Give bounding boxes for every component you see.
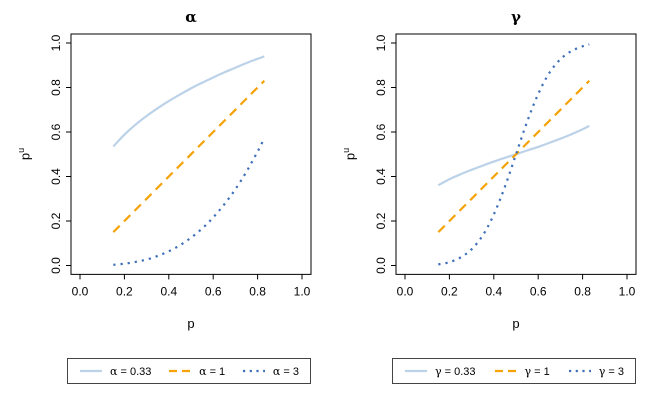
x-axis-label-alpha: p	[187, 316, 195, 331]
series-line-dashed	[112, 79, 266, 233]
y-tick-label: 0.4	[49, 168, 63, 185]
legend-label: α = 3	[272, 364, 299, 378]
legend-item: γ = 0.33	[404, 365, 476, 378]
y-axis-label-alpha: pu	[16, 147, 33, 161]
x-tick-label: 1.0	[294, 284, 311, 298]
y-tick-label: 0.8	[49, 79, 63, 96]
legend-line-sample-solid	[80, 369, 102, 373]
legend-line-sample-solid	[405, 369, 427, 373]
series-line-solid	[112, 55, 265, 148]
legend-alpha: α = 0.33 α = 1 α = 3	[67, 358, 311, 384]
legend-label: γ = 3	[598, 364, 624, 378]
y-tick-label: 1.0	[374, 34, 388, 51]
legend-line-sample-dashed	[494, 369, 517, 373]
legend-line-sample-dashed	[169, 369, 192, 373]
y-tick-label: 0.8	[374, 79, 388, 96]
plot-box	[70, 33, 312, 275]
x-tick-label: 0.4	[485, 284, 502, 298]
x-axis-label-gamma: p	[512, 316, 520, 331]
legend-line-sample-dotted	[242, 369, 265, 373]
y-tick-label: 0.2	[49, 212, 63, 229]
plot-area-alpha: 0.0 0.2 0.4 0.6 0.8 1.0 0.0 0.2 0.4 0.6 0.8 1.0	[49, 33, 312, 298]
x-tick-label: 0.8	[574, 284, 591, 298]
x-tick-label: 0.0	[72, 284, 89, 298]
x-tick-label: 0.2	[116, 284, 133, 298]
y-tick-label: 1.0	[49, 34, 63, 51]
series-line-dashed	[437, 79, 591, 233]
y-tick-label: 0.4	[374, 168, 388, 185]
legend-line-sample-dotted	[568, 369, 591, 373]
legend-gamma: γ = 0.33 γ = 1 γ = 3	[392, 358, 636, 384]
y-tick-label: 0.6	[49, 123, 63, 140]
y-tick-label: 0.0	[49, 257, 63, 274]
y-tick-label: 0.0	[374, 257, 388, 274]
plot-area-gamma: 0.0 0.2 0.4 0.6 0.8 1.0 0.0 0.2 0.4 0.6 0.8 1.0	[374, 33, 637, 298]
x-tick-label: 0.0	[397, 284, 414, 298]
plot-title-gamma: γ	[511, 8, 521, 26]
x-tick-label: 0.4	[160, 284, 177, 298]
legend-label: α = 0.33	[110, 364, 152, 378]
legend-item: α = 0.33	[79, 365, 151, 378]
y-tick-label: 0.6	[374, 123, 388, 140]
x-tick-label: 0.6	[530, 284, 547, 298]
legend-item: α = 1	[168, 365, 225, 378]
x-tick-label: 1.0	[619, 284, 636, 298]
plot-box	[395, 33, 637, 275]
x-tick-label: 0.2	[441, 284, 458, 298]
panel-alpha: α 0.0 0.2 0.4 0.6 0.8 1.0 0.0 0.2 0.4 0.6 0.8 1.0 p…	[16, 8, 312, 384]
legend-label: α = 1	[199, 364, 226, 378]
legend-label: γ = 0.33	[435, 364, 476, 378]
y-tick-label: 0.2	[374, 212, 388, 229]
plot-title-alpha: α	[185, 8, 197, 26]
legend-item: γ = 3	[568, 365, 624, 378]
panel-gamma: γ 0.0 0.2 0.4 0.6 0.8 1.0 0.0 0.2 0.4 0.6 0.8 1.0 p…	[325, 0, 650, 400]
y-axis-label-gamma: pu	[341, 147, 358, 161]
x-tick-label: 0.8	[249, 284, 266, 298]
legend-item: γ = 1	[494, 365, 550, 378]
x-tick-label: 0.6	[205, 284, 222, 298]
legend-item: α = 3	[242, 365, 299, 378]
legend-label: γ = 1	[524, 364, 550, 378]
